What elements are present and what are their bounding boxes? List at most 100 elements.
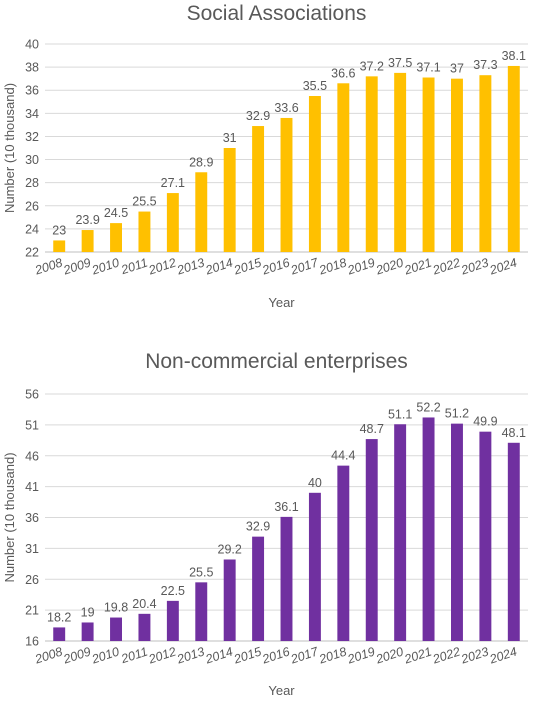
y-tick-label: 56 [25,388,39,402]
data-label-2009: 23.9 [75,213,99,227]
data-label-2018: 44.4 [331,449,355,463]
y-tick-label: 32 [25,130,39,144]
data-label-2024: 48.1 [502,426,526,440]
data-label-2022: 51.2 [445,407,469,421]
bar-2008 [53,240,66,252]
bar-2017 [308,492,321,641]
x-tick-label: 2012 [146,256,178,278]
chart-2: Non-commercial enterprises 16 21 26 31 36 41 46… [2,350,528,698]
data-label-2015: 32.9 [246,109,270,123]
y-tick-label: 36 [25,84,39,98]
bar-2008 [53,627,66,641]
data-label-2021: 52.2 [416,400,440,414]
x-tick-label: 2021 [402,256,434,278]
x-tick-label: 2014 [203,256,235,278]
y-tick-label: 21 [25,604,39,618]
y-tick-label: 28 [25,176,39,190]
bar-2022 [451,78,463,253]
x-tick-label: 2009 [61,645,93,667]
bar-2009 [81,622,94,641]
x-tick-label: 2010 [89,256,121,278]
bar-2020 [394,72,407,252]
bar-2022 [451,423,463,641]
x-tick-label: 2020 [373,645,405,667]
data-label-2015: 32.9 [246,520,270,534]
bar-2021 [422,77,435,252]
data-label-2019: 48.7 [360,422,384,436]
x-axis-label: Year [268,683,295,698]
bar-2010 [110,617,122,641]
y-axis-label: Number (10 thousand) [2,452,17,582]
y-tick-label: 40 [25,38,39,52]
x-tick-label: 2019 [345,256,377,278]
data-label-2014: 29.2 [218,542,242,556]
x-tick-label: 2016 [260,645,292,667]
data-label-2014: 31 [223,131,237,145]
bar-2019 [365,76,378,252]
bar-2015 [252,126,265,252]
x-tick-label: 2023 [459,645,491,667]
y-tick-label: 51 [25,418,39,432]
x-tick-label: 2022 [430,256,462,278]
y-tick-label: 26 [25,199,39,213]
chart-title: Non-commercial enterprises [145,350,408,373]
y-tick-label: 26 [25,573,39,587]
data-label-2010: 19.8 [104,601,128,615]
data-label-2008: 23 [52,223,66,237]
bar-2015 [252,536,265,641]
x-tick-label: 2015 [231,645,263,667]
y-tick-label: 34 [25,107,39,121]
bar-2016 [280,516,293,641]
data-label-2008: 18.2 [47,610,71,624]
data-label-2024: 38.1 [502,49,526,63]
x-tick-label: 2018 [317,645,349,667]
bar-2013 [195,172,208,252]
x-tick-label: 2011 [119,645,150,667]
data-label-2011: 20.4 [132,597,156,611]
bar-2024 [507,442,520,641]
x-tick-label: 2015 [231,256,263,278]
x-tick-label: 2020 [373,256,405,278]
data-label-2012: 27.1 [161,176,185,190]
y-tick-label: 46 [25,449,39,463]
x-tick-label: 2012 [146,645,178,667]
x-tick-label: 2011 [119,256,150,278]
data-label-2023: 49.9 [473,415,497,429]
y-tick-label: 41 [25,480,39,494]
y-tick-label: 38 [25,61,39,75]
x-axis-label: Year [268,295,295,310]
bar-2023 [479,75,492,252]
y-tick-label: 36 [25,511,39,525]
bar-2013 [195,582,208,641]
x-tick-label: 2017 [288,644,321,667]
x-tick-label: 2013 [174,645,206,667]
bar-2024 [507,65,520,252]
x-tick-label: 2024 [487,256,519,278]
x-tick-label: 2016 [260,256,292,278]
bar-2018 [337,465,350,641]
data-label-2017: 40 [308,476,322,490]
bar-2019 [365,439,378,641]
bar-2009 [81,230,94,252]
data-label-2019: 37.2 [360,59,384,73]
y-tick-label: 24 [25,222,39,236]
x-tick-label: 2010 [89,645,121,667]
bar-2011 [138,613,151,641]
data-label-2016: 33.6 [274,101,298,115]
x-tick-label: 2018 [317,256,349,278]
data-label-2020: 51.1 [388,407,412,421]
bar-2023 [479,431,492,641]
data-label-2021: 37.1 [416,61,440,75]
x-tick-label: 2009 [61,256,93,278]
data-label-2010: 24.5 [104,206,128,220]
bar-2018 [337,83,350,253]
bar-2021 [422,417,435,641]
data-label-2013: 28.9 [189,155,213,169]
data-label-2011: 25.5 [132,195,156,209]
x-tick-label: 2013 [174,256,206,278]
x-tick-label: 2023 [459,256,491,278]
x-tick-label: 2014 [203,645,235,667]
data-label-2020: 37.5 [388,56,412,70]
data-label-2013: 25.5 [189,565,213,579]
